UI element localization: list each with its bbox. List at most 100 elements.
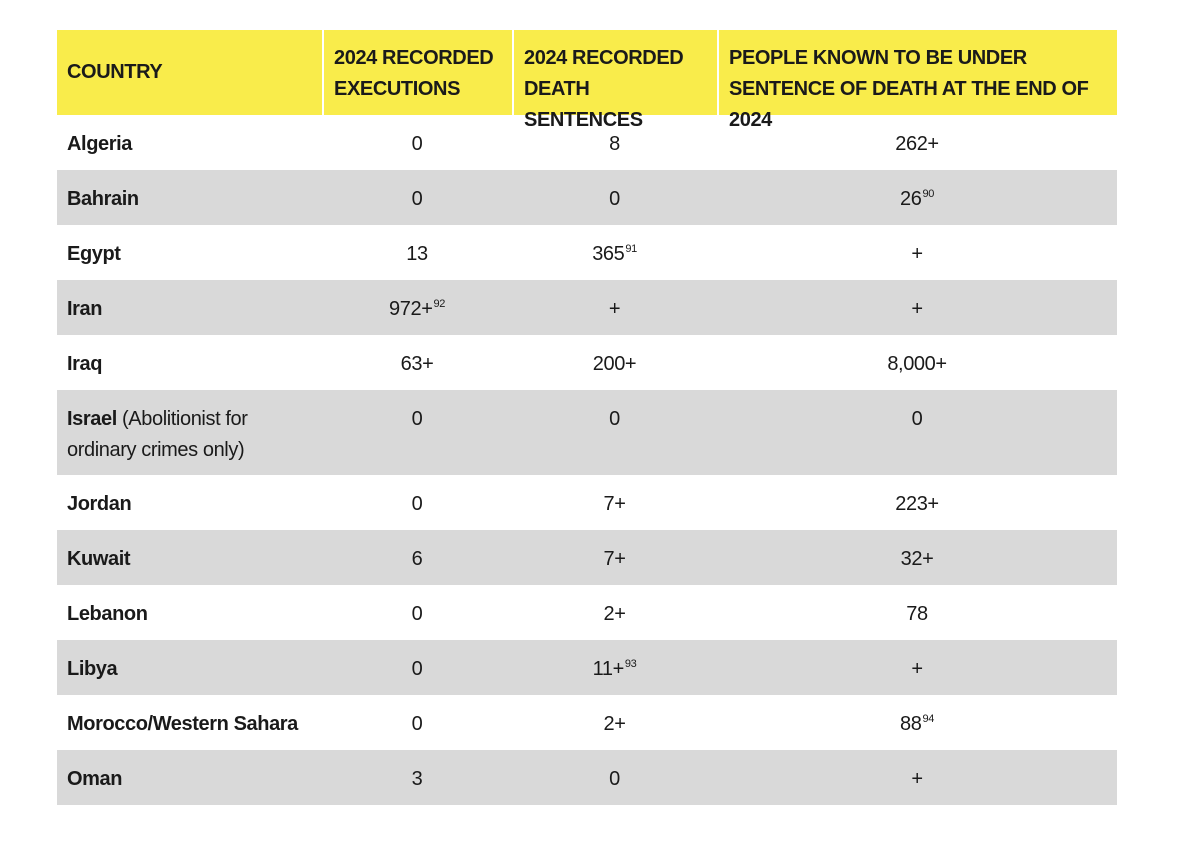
value-cell: + bbox=[717, 750, 1117, 805]
value-cell: + bbox=[717, 280, 1117, 335]
cell-value: 78 bbox=[906, 603, 928, 625]
value-cell: 223+ bbox=[717, 475, 1117, 530]
header-cell: COUNTRY bbox=[57, 30, 322, 115]
cell-value: 262+ bbox=[895, 133, 939, 155]
footnote-ref: 92 bbox=[433, 298, 446, 310]
value-cell: + bbox=[512, 280, 717, 335]
country-name: Kuwait bbox=[67, 548, 131, 570]
cell-value: 0 bbox=[609, 408, 620, 430]
cell-value: 63+ bbox=[400, 353, 434, 375]
cell-value: 7+ bbox=[603, 493, 626, 515]
country-name: Algeria bbox=[67, 133, 133, 155]
footnote-ref: 91 bbox=[625, 243, 637, 255]
table-row: Iran 972+92 + + bbox=[57, 280, 1117, 335]
table-row: Bahrain 0 0 2690 bbox=[57, 170, 1117, 225]
country-name: Iran bbox=[67, 298, 103, 320]
cell-value: 0 bbox=[609, 188, 620, 210]
footnote-ref: 94 bbox=[922, 713, 935, 725]
country-cell: Iraq bbox=[57, 335, 322, 390]
value-cell: 0 bbox=[512, 390, 717, 475]
country-name: Libya bbox=[67, 658, 118, 680]
cell-value: 11+ bbox=[592, 658, 625, 680]
value-cell: 2+ bbox=[512, 585, 717, 640]
cell-value: 6 bbox=[411, 548, 423, 570]
cell-value: 0 bbox=[411, 713, 423, 735]
value-cell: 0 bbox=[322, 640, 512, 695]
cell-value: 8 bbox=[609, 133, 620, 155]
country-cell: Libya bbox=[57, 640, 322, 695]
table-row: Oman 3 0 + bbox=[57, 750, 1117, 805]
country-name: Jordan bbox=[67, 493, 132, 515]
country-name: Oman bbox=[67, 768, 123, 790]
footnote-ref: 90 bbox=[922, 188, 935, 200]
header-row: COUNTRY 2024 RECORDED EXECUTIONS 2024 RECO… bbox=[57, 30, 1117, 131]
value-cell: 36591 bbox=[512, 225, 717, 280]
value-cell: 32+ bbox=[717, 530, 1117, 585]
cell-value: 200+ bbox=[592, 353, 637, 375]
table-row: Israel (Abolitionist for ordinary crimes… bbox=[57, 390, 1117, 475]
header-cell: 2024 RECORDED EXECUTIONS bbox=[322, 30, 512, 115]
value-cell: 7+ bbox=[512, 475, 717, 530]
cell-value: 88 bbox=[900, 713, 922, 735]
country-name: Iraq bbox=[67, 353, 103, 375]
country-cell: Lebanon bbox=[57, 585, 322, 640]
value-cell: 13 bbox=[322, 225, 512, 280]
country-note: (Abolitionist for ordinary crimes only) bbox=[67, 408, 248, 461]
cell-value: 0 bbox=[411, 658, 423, 680]
table-row: Egypt 13 36591 + bbox=[57, 225, 1117, 280]
cell-value: 13 bbox=[406, 243, 428, 265]
cell-value: 32+ bbox=[900, 548, 934, 570]
value-cell: 11+93 bbox=[512, 640, 717, 695]
country-name: Lebanon bbox=[67, 603, 148, 625]
value-cell: 0 bbox=[512, 170, 717, 225]
value-cell: 262+ bbox=[717, 115, 1117, 170]
value-cell: 6 bbox=[322, 530, 512, 585]
value-cell: 0 bbox=[322, 390, 512, 475]
footnote-ref: 93 bbox=[624, 658, 637, 670]
value-cell: 972+92 bbox=[322, 280, 512, 335]
value-cell: 3 bbox=[322, 750, 512, 805]
country-cell: Morocco/Western Sahara bbox=[57, 695, 322, 750]
value-cell: 2690 bbox=[717, 170, 1117, 225]
value-cell: 0 bbox=[322, 170, 512, 225]
value-cell: 8894 bbox=[717, 695, 1117, 750]
table-row: Algeria 0 8 262+ bbox=[57, 115, 1117, 170]
country-cell: Algeria bbox=[57, 115, 322, 170]
cell-value: + bbox=[911, 298, 923, 320]
cell-value: + bbox=[911, 768, 923, 790]
value-cell: 78 bbox=[717, 585, 1117, 640]
table-row: Kuwait 6 7+ 32+ bbox=[57, 530, 1117, 585]
cell-value: 2+ bbox=[603, 603, 626, 625]
header-cell: 2024 RECORDED DEATH SENTENCES bbox=[512, 30, 717, 131]
cell-value: 8,000+ bbox=[887, 353, 947, 375]
cell-value: 0 bbox=[411, 188, 423, 210]
country-cell: Jordan bbox=[57, 475, 322, 530]
cell-value: 365 bbox=[592, 243, 625, 265]
country-cell: Kuwait bbox=[57, 530, 322, 585]
cell-value: + bbox=[608, 298, 621, 320]
value-cell: 8,000+ bbox=[717, 335, 1117, 390]
value-cell: 7+ bbox=[512, 530, 717, 585]
cell-value: 972+ bbox=[389, 298, 433, 320]
table: COUNTRY 2024 RECORDED EXECUTIONS 2024 RECO… bbox=[57, 30, 1117, 805]
cell-value: 7+ bbox=[603, 548, 626, 570]
cell-value: 3 bbox=[411, 768, 423, 790]
cell-value: 0 bbox=[911, 408, 923, 430]
value-cell: 0 bbox=[512, 750, 717, 805]
country-cell: Egypt bbox=[57, 225, 322, 280]
value-cell: 0 bbox=[322, 475, 512, 530]
cell-value: 2+ bbox=[603, 713, 626, 735]
country-name: Morocco/Western Sahara bbox=[67, 713, 298, 735]
country-cell: Bahrain bbox=[57, 170, 322, 225]
cell-value: 0 bbox=[411, 603, 423, 625]
cell-value: 0 bbox=[411, 133, 423, 155]
cell-value: 0 bbox=[609, 768, 620, 790]
value-cell: 0 bbox=[322, 115, 512, 170]
country-cell: Iran bbox=[57, 280, 322, 335]
value-cell: 63+ bbox=[322, 335, 512, 390]
cell-value: 223+ bbox=[895, 493, 939, 515]
value-cell: + bbox=[717, 640, 1117, 695]
country-cell: Israel (Abolitionist for ordinary crimes… bbox=[57, 390, 322, 475]
cell-value: 26 bbox=[900, 188, 922, 210]
